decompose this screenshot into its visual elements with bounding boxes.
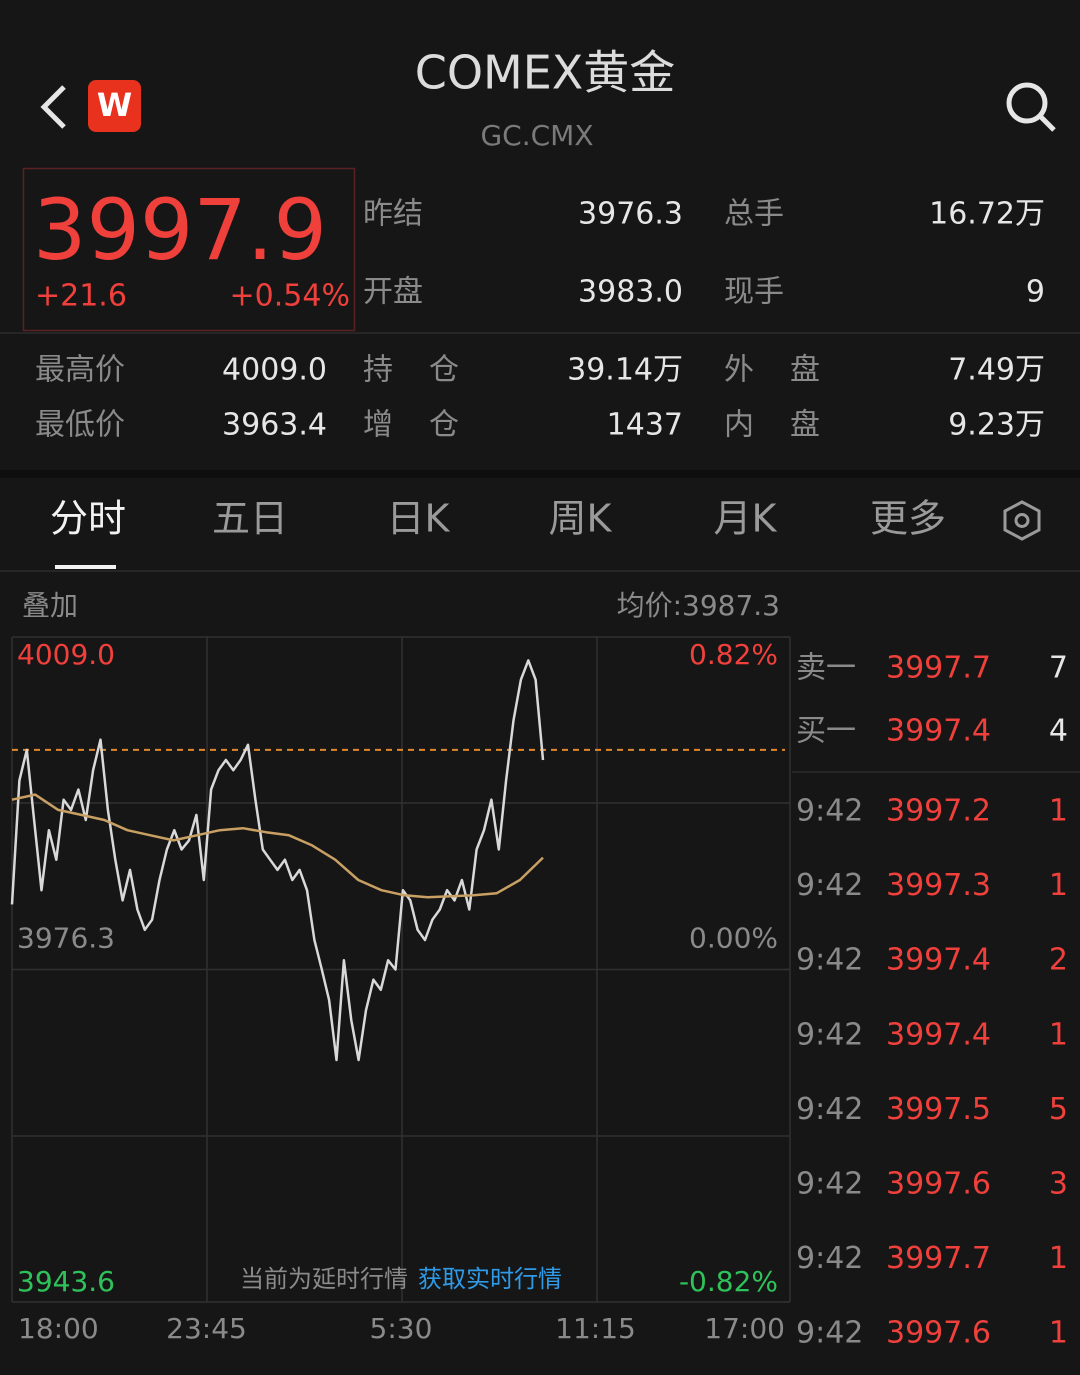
stat-value: 3976.3 (578, 197, 683, 232)
stat-label: 总手 (724, 197, 784, 232)
symbol-code: GC.CMX (480, 119, 593, 152)
tab[interactable]: 更多 (870, 497, 946, 541)
logo-letter: W (97, 86, 132, 124)
x-tick-label: 18:00 (18, 1312, 99, 1345)
book-price: 3997.5 (886, 1092, 991, 1127)
trade-time: 9:42 (796, 943, 863, 978)
order-book: 卖一 3997.7 7 买一 3997.4 4 9:42 3997.2 1 9:42 3997.3 1… (796, 651, 1068, 1351)
trade-time: 9:42 (796, 1316, 863, 1351)
book-side: 卖一 (796, 651, 856, 686)
x-tick-label: 11:15 (555, 1312, 636, 1345)
average-price: 均价:3987.3 (617, 589, 780, 622)
book-price: 3997.6 (886, 1167, 991, 1202)
search-ring (1006, 82, 1048, 124)
back-button[interactable] (40, 85, 66, 129)
book-price: 3997.6 (886, 1316, 991, 1351)
trade-time: 9:42 (796, 1092, 863, 1127)
tab[interactable]: 月K (714, 497, 778, 541)
app-logo[interactable]: W (88, 80, 141, 132)
trade-time: 9:42 (796, 794, 863, 829)
tab[interactable]: 周K (549, 497, 613, 541)
price-line (10, 659, 545, 1062)
delay-notice: 当前为延时行情 (240, 1265, 408, 1293)
plot: 3943.6 3976.3 4009.0 -0.82% 0.00% 0.82% 18:00 2… (10, 636, 790, 1345)
stat-label: 昨结 (363, 197, 423, 232)
trade-time: 9:42 (796, 1167, 863, 1202)
settings-hex (1003, 500, 1041, 541)
book-qty: 3 (1049, 1167, 1068, 1202)
stat-label: 现手 (724, 275, 784, 310)
book-price: 3997.7 (886, 651, 991, 686)
price-box (22, 167, 356, 332)
stat-label: 持仓 (363, 353, 495, 388)
settings-button[interactable] (1003, 500, 1041, 541)
y2-tick-label: 0.00% (689, 922, 778, 955)
book-price: 3997.4 (886, 1017, 991, 1052)
section-gap (0, 470, 1080, 478)
stat-label: 最低价 (35, 408, 125, 443)
x-tick-label: 5:30 (370, 1312, 433, 1345)
y2-tick-label: 0.82% (689, 638, 778, 671)
price-change-pct: +0.54% (230, 279, 350, 314)
stat-value: 9 (1026, 275, 1045, 310)
book-qty: 1 (1049, 868, 1068, 903)
average-line (11, 793, 544, 899)
book-price: 3997.3 (886, 868, 991, 903)
stat-value: 9.23万 (948, 408, 1045, 443)
overlay-button[interactable]: 叠加 (22, 589, 78, 622)
tab[interactable]: 日K (387, 497, 451, 541)
trade-time: 9:42 (796, 1241, 863, 1276)
y-tick-label: 4009.0 (17, 638, 115, 671)
stat-label: 最高价 (35, 353, 125, 388)
stat-value: 3963.4 (222, 408, 327, 443)
search-handle (1038, 114, 1056, 132)
stat-label: 增仓 (363, 408, 495, 443)
book-price: 3997.7 (886, 1241, 991, 1276)
y2-tick-label: -0.82% (679, 1265, 778, 1298)
book-qty: 1 (1049, 1316, 1068, 1351)
realtime-link[interactable]: 获取实时行情 (418, 1265, 562, 1293)
stat-value: 7.49万 (948, 353, 1045, 388)
tab[interactable]: 五日 (212, 497, 288, 541)
x-tick-label: 23:45 (166, 1312, 247, 1345)
settings-dot (1014, 513, 1030, 528)
price-change: +21.6 (35, 279, 127, 314)
tab[interactable]: 分时 (50, 497, 126, 541)
tab-indicator (55, 565, 116, 569)
book-price: 3997.4 (886, 943, 991, 978)
stat-label: 内盘 (724, 408, 856, 443)
stat-value: 3983.0 (578, 275, 683, 310)
book-qty: 1 (1049, 1017, 1068, 1052)
stat-value: 4009.0 (222, 353, 327, 388)
stat-label: 外盘 (724, 353, 856, 388)
search-button[interactable] (1006, 82, 1056, 132)
stat-value: 1437 (607, 408, 683, 443)
stat-label: 开盘 (363, 275, 423, 310)
x-tick-label: 17:00 (704, 1312, 785, 1345)
book-qty: 5 (1049, 1092, 1068, 1127)
stat-value: 16.72万 (929, 197, 1045, 232)
logo-bg (88, 80, 141, 132)
book-qty: 2 (1049, 943, 1068, 978)
book-price: 3997.4 (886, 714, 991, 749)
book-qty: 7 (1049, 651, 1068, 686)
title: COMEX黄金 (415, 46, 676, 100)
book-qty: 1 (1049, 1241, 1068, 1276)
stat-value: 39.14万 (567, 353, 683, 388)
book-price: 3997.2 (886, 794, 991, 829)
book-qty: 4 (1049, 714, 1068, 749)
book-side: 买一 (796, 714, 856, 749)
last-price: 3997.9 (33, 181, 327, 279)
trade-time: 9:42 (796, 1017, 863, 1052)
y-tick-label: 3943.6 (17, 1265, 115, 1298)
trade-time: 9:42 (796, 868, 863, 903)
y-tick-label: 3976.3 (17, 922, 115, 955)
book-qty: 1 (1049, 794, 1068, 829)
